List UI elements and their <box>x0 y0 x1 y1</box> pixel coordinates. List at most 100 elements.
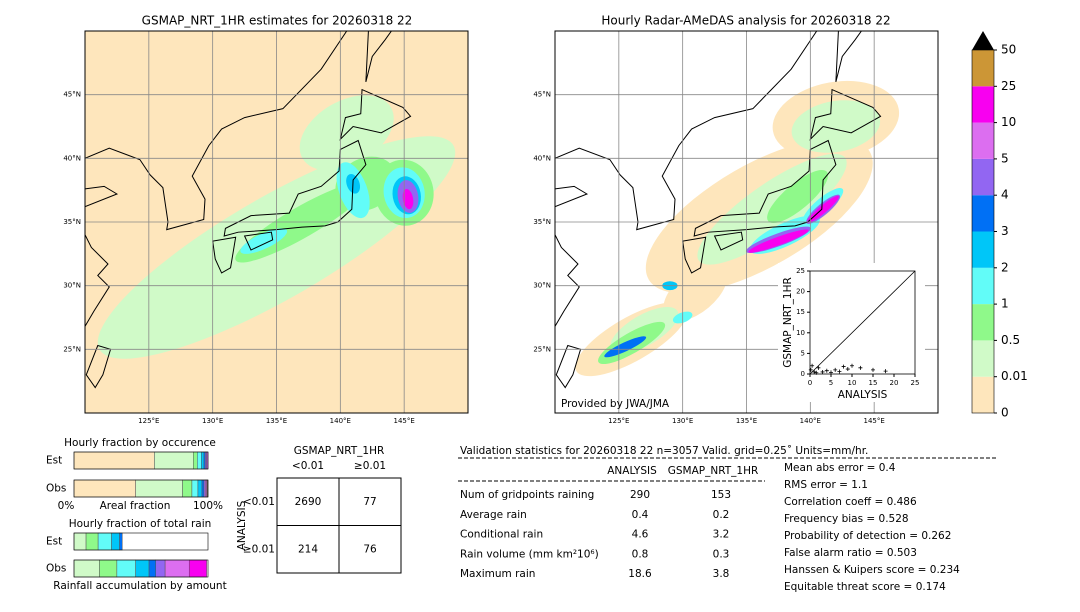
axis-label: 0% <box>58 500 75 512</box>
row-label: Conditional rain <box>460 529 543 541</box>
row-label: ≥0.01 <box>243 543 275 555</box>
x-axis-label: ANALYSIS <box>838 389 888 401</box>
x-tick-label: 0 <box>808 379 812 387</box>
fraction-segment <box>99 559 118 578</box>
x-tick-label: 125°E <box>608 417 629 425</box>
inset-frame <box>809 270 916 375</box>
fraction-segment <box>201 451 205 470</box>
map-frame <box>554 30 939 414</box>
coastline <box>85 234 110 327</box>
cell-value: 76 <box>363 543 377 555</box>
rain-area <box>240 228 288 254</box>
cell-value: 3.8 <box>713 568 730 580</box>
row-label: <0.01 <box>243 496 275 508</box>
bar-frame <box>73 559 209 578</box>
column-label: GSMAP_NRT_1HR <box>668 465 759 477</box>
cell-value: 3.2 <box>713 529 730 541</box>
fraction-segment <box>116 559 136 578</box>
fraction-segment <box>193 451 198 470</box>
coastline <box>835 31 863 83</box>
scatter-point <box>850 363 854 368</box>
map-frame <box>84 30 469 414</box>
colorbar-segment <box>972 158 994 196</box>
y-tick-label: 25 <box>796 267 805 275</box>
row-label: Est <box>46 536 62 548</box>
chart-title: Hourly fraction by occurence <box>64 437 216 449</box>
colorbar-segment <box>972 122 994 159</box>
column-label: ANALYSIS <box>607 465 657 477</box>
map-title: GSMAP_NRT_1HR estimates for 20260318 22 <box>142 14 413 28</box>
fraction-segment <box>148 559 156 578</box>
colorbar-segment <box>972 267 994 305</box>
y-tick-label: 45°N <box>533 91 551 99</box>
fraction-segment <box>197 451 202 470</box>
row-title: ANALYSIS <box>236 500 248 550</box>
fraction-segment <box>188 559 207 578</box>
rain-area <box>807 195 839 223</box>
rain-area <box>130 273 244 349</box>
colorbar-tick-label: 1 <box>1001 297 1009 311</box>
fraction-segment <box>155 559 166 578</box>
fraction-segment <box>164 559 190 578</box>
score: Hanssen & Kuipers score = 0.234 <box>784 564 960 576</box>
cell-value: 153 <box>711 489 731 501</box>
y-tick-label: 5 <box>801 349 805 357</box>
colorbar-tick-label: 0.5 <box>1001 333 1020 347</box>
colorbar-tick-label: 3 <box>1001 224 1009 238</box>
score: Correlation coeff = 0.486 <box>784 496 917 508</box>
colorbar-segment <box>972 340 994 377</box>
score: Mean abs error = 0.4 <box>784 462 896 474</box>
stats-header: Validation statistics for 20260318 22 n=… <box>460 445 868 457</box>
x-tick-label: 125°E <box>138 417 159 425</box>
coastline <box>555 31 818 231</box>
colorbar-segment <box>972 376 994 413</box>
cell-value: 77 <box>363 496 376 508</box>
rain-area <box>663 262 728 322</box>
y-tick-label: 40°N <box>533 154 551 162</box>
scatter-point <box>871 367 875 372</box>
bar-frame <box>73 451 209 470</box>
column-label: <0.01 <box>292 460 324 472</box>
coastline <box>713 231 744 251</box>
cell-value: 0.8 <box>632 548 649 560</box>
coastline <box>682 236 707 274</box>
chart-title: Hourly fraction of total rain <box>69 518 212 530</box>
x-tick-label: 5 <box>829 379 833 387</box>
coastline <box>85 185 119 208</box>
fraction-segment <box>191 479 199 498</box>
y-tick-label: 10 <box>796 329 805 337</box>
rain-area <box>791 100 881 153</box>
score: False alarm ratio = 0.503 <box>784 547 917 559</box>
diagonal <box>809 270 916 375</box>
colorbar-segment <box>972 195 994 232</box>
fraction-segment <box>201 479 205 498</box>
coastline <box>693 139 837 237</box>
y-tick-label: 40°N <box>63 154 81 162</box>
coastline <box>223 139 367 237</box>
x-tick-label: 140°E <box>800 417 821 425</box>
fraction-segment <box>119 532 123 551</box>
row-label: Obs <box>46 483 66 495</box>
scatter-point <box>808 367 813 372</box>
colorbar-segment <box>972 86 994 123</box>
row-label: Num of gridpoints raining <box>460 489 594 501</box>
y-axis-label: GSMAP_NRT_1HR <box>782 277 794 368</box>
fraction-segment <box>73 479 136 498</box>
fraction-segment <box>73 451 155 470</box>
colorbar-tick-label: 0.01 <box>1001 369 1028 383</box>
coastline <box>555 344 582 389</box>
coastline <box>243 231 274 251</box>
score: Frequency bias = 0.528 <box>784 513 909 525</box>
scatter-point <box>883 369 888 374</box>
y-tick-label: 25°N <box>533 345 551 353</box>
colorbar-tick-label: 2 <box>1001 260 1009 274</box>
x-tick-label: 10 <box>848 379 857 387</box>
rain-area <box>402 189 414 210</box>
scatter-point <box>812 369 817 374</box>
cell-value: 214 <box>298 543 318 555</box>
score: Probability of detection = 0.262 <box>784 530 951 542</box>
axis-label: Areal fraction <box>100 500 171 512</box>
fraction-segment <box>135 559 150 578</box>
x-tick-label: 130°E <box>672 417 693 425</box>
fraction-segment <box>197 479 203 498</box>
